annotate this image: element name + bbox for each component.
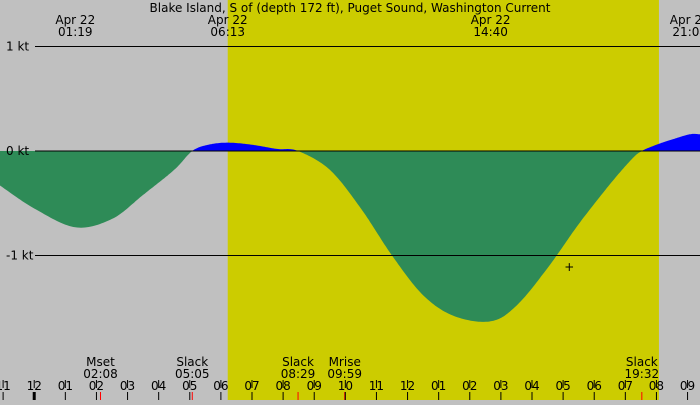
hour-tick-label: 06 [213, 379, 228, 393]
ebb-current-area [0, 151, 700, 322]
chart-title: Blake Island, S of (depth 172 ft), Puget… [150, 1, 551, 15]
hour-tick-label: 11 [369, 379, 384, 393]
bottom-event-time: 09:59 [327, 367, 362, 381]
bottom-event-name: Mset [86, 355, 115, 369]
hour-tick-label: 07 [618, 379, 633, 393]
hour-tick-label: 04 [524, 379, 539, 393]
bottom-event-name: Slack [176, 355, 208, 369]
hour-tick-label: 04 [151, 379, 166, 393]
hour-tick-label: 06 [587, 379, 602, 393]
bottom-event-time: 02:08 [83, 367, 118, 381]
hour-tick-label: 01 [58, 379, 73, 393]
event-date-label: Apr 22 [471, 13, 511, 27]
hour-tick-label: 02 [462, 379, 477, 393]
hour-tick-label: 11 [0, 379, 11, 393]
hour-tick-label: 09 [307, 379, 322, 393]
event-date-label: Apr 22 [670, 13, 700, 27]
bottom-event-time: 05:05 [175, 367, 210, 381]
hour-tick-label: 03 [120, 379, 135, 393]
event-date-label: Apr 22 [208, 13, 248, 27]
current-time-marker: + [564, 260, 574, 274]
bottom-event-time: 19:32 [625, 367, 660, 381]
hour-tick-label: 12 [400, 379, 415, 393]
hour-tick-label: 05 [182, 379, 197, 393]
hour-tick-label: 05 [555, 379, 570, 393]
y-tick-label: 0 kt [6, 144, 29, 158]
hour-tick-label: 02 [89, 379, 104, 393]
event-time-label: 21:04 [672, 25, 700, 39]
hour-tick-label: 08 [275, 379, 290, 393]
hour-tick-label: 10 [338, 379, 353, 393]
event-time-label: 14:40 [473, 25, 508, 39]
hour-tick-label: 07 [244, 379, 259, 393]
y-tick-label: -1 kt [6, 249, 34, 263]
hour-tick-label: 09 [680, 379, 695, 393]
event-time-label: 06:13 [210, 25, 245, 39]
bottom-event-name: Slack [282, 355, 314, 369]
y-tick-label: 1 kt [6, 40, 29, 54]
bottom-event-name: Slack [626, 355, 658, 369]
hour-tick-label: 01 [431, 379, 446, 393]
hour-tick-label: 12 [27, 379, 42, 393]
event-time-label: 01:19 [58, 25, 93, 39]
bottom-event-name: Mrise [329, 355, 361, 369]
hour-tick-label: 08 [649, 379, 664, 393]
bottom-event-time: 08:29 [281, 367, 316, 381]
hour-tick-label: 03 [493, 379, 508, 393]
event-date-label: Apr 22 [55, 13, 95, 27]
